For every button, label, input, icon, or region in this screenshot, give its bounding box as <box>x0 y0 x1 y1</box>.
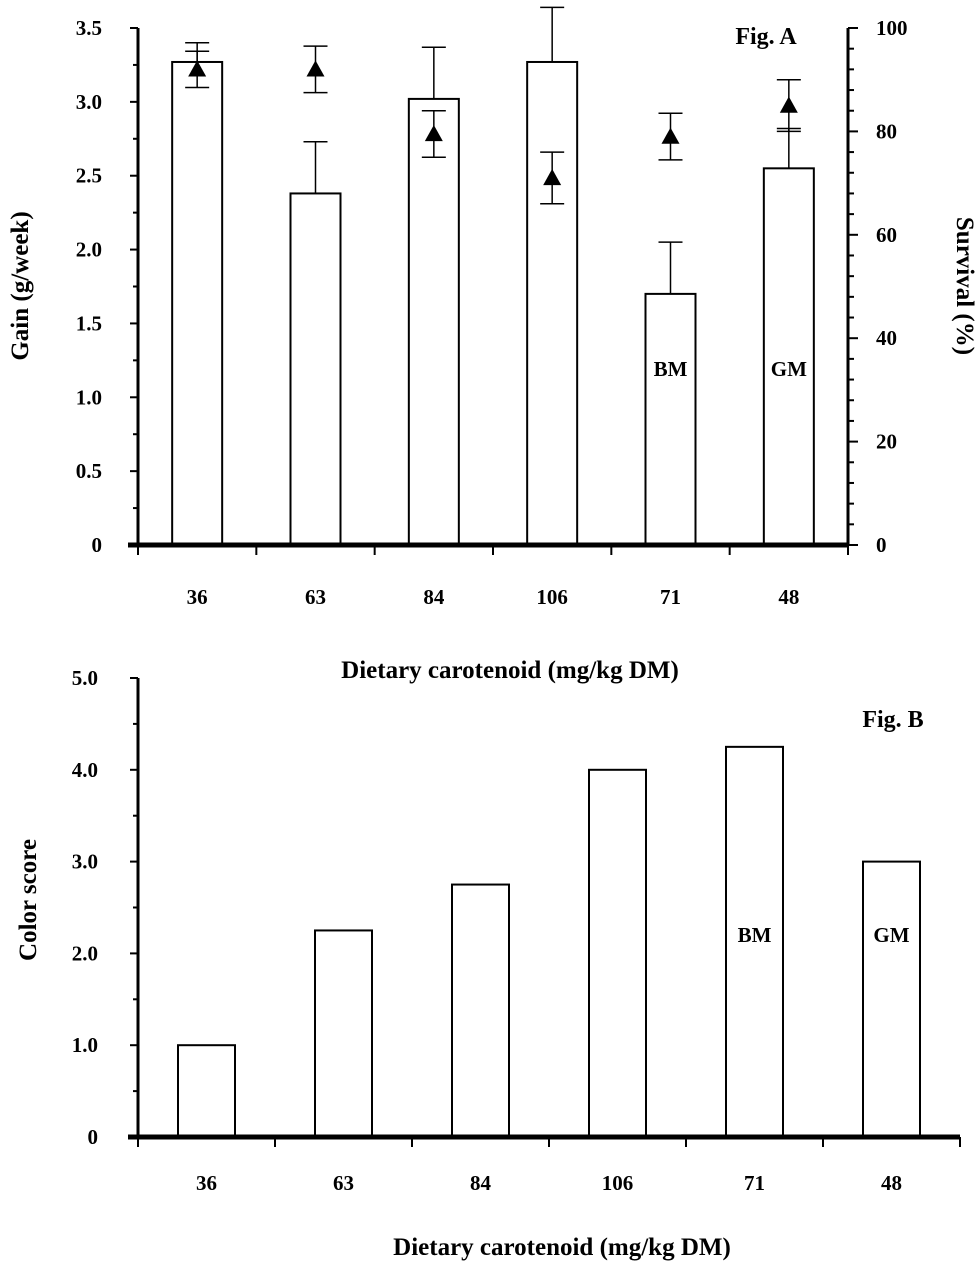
y-tick-label-left: 3.5 <box>76 16 102 40</box>
survival-point <box>188 60 207 77</box>
y-tick-label: 3.0 <box>72 850 98 874</box>
x-tick-label: 106 <box>536 585 568 609</box>
bar <box>407 97 460 546</box>
x-tick-label: 63 <box>333 1171 354 1195</box>
x-tick-label: 71 <box>744 1171 765 1195</box>
survival-point <box>779 96 798 113</box>
x-tick-label: 84 <box>470 1171 492 1195</box>
y-tick-label-right: 0 <box>876 533 887 557</box>
bar-annotation: BM <box>738 923 772 947</box>
y-tick-label-left: 0 <box>92 533 103 557</box>
y-tick-label-right: 80 <box>876 119 897 143</box>
bar <box>314 929 373 1139</box>
y-axis-title: Color score <box>15 839 42 961</box>
y-tick-label-left: 2.0 <box>76 238 102 262</box>
bar <box>451 883 510 1138</box>
bar-annotation: GM <box>873 923 909 947</box>
bar <box>762 167 815 546</box>
x-tick-label: 63 <box>305 585 326 609</box>
x-axis-title: Dietary carotenoid (mg/kg DM) <box>341 657 679 684</box>
x-tick-label: 36 <box>187 585 208 609</box>
y-tick-label: 0 <box>88 1125 99 1149</box>
bar <box>171 60 224 547</box>
x-axis-title: Dietary carotenoid (mg/kg DM) <box>393 1234 731 1261</box>
y-tick-label: 2.0 <box>72 941 98 965</box>
x-tick-label: 48 <box>881 1171 902 1195</box>
panel-label: Fig. B <box>862 707 923 733</box>
y-tick-label: 4.0 <box>72 758 98 782</box>
bar <box>588 768 647 1138</box>
y-tick-label: 1.0 <box>72 1033 98 1057</box>
y-axis-title-left: Gain (g/week) <box>7 211 34 360</box>
bar-annotation: GM <box>771 357 807 381</box>
y-tick-label: 5.0 <box>72 666 98 690</box>
chart-a: 0 0.5 1.0 1.5 2.0 2.5 3.0 3.5 0 20 40 60 80 100 36 63 84… <box>7 6 978 684</box>
x-tick-label: 71 <box>660 585 681 609</box>
y-tick-label-left: 3.0 <box>76 90 102 114</box>
y-tick-label-right: 60 <box>876 223 897 247</box>
y-tick-label-left: 1.0 <box>76 385 102 409</box>
chart-b: 0 1.0 2.0 3.0 4.0 5.0 36 63 84 106 71 48 BM GM Color s… <box>15 666 961 1261</box>
x-tick-label: 84 <box>423 585 445 609</box>
y-axis-title-right: Survival (%) <box>951 217 978 355</box>
x-tick-label: 48 <box>778 585 799 609</box>
bar <box>862 860 921 1138</box>
y-tick-label-left: 1.5 <box>76 311 102 335</box>
bar <box>526 60 579 547</box>
survival-point <box>661 127 680 144</box>
y-tick-label-left: 0.5 <box>76 459 102 483</box>
x-tick-label: 106 <box>602 1171 634 1195</box>
bar <box>644 292 697 546</box>
y-tick-label-right: 20 <box>876 430 897 454</box>
bar <box>177 1044 236 1138</box>
y-tick-label-right: 40 <box>876 326 897 350</box>
survival-point <box>424 124 443 142</box>
survival-point <box>306 60 325 77</box>
survival-point <box>543 168 562 186</box>
panel-label: Fig. A <box>735 24 797 50</box>
bar <box>289 192 342 546</box>
x-tick-label: 36 <box>196 1171 217 1195</box>
y-tick-label-left: 2.5 <box>76 164 102 188</box>
y-tick-label-right: 100 <box>876 16 908 40</box>
bar-annotation: BM <box>654 357 688 381</box>
